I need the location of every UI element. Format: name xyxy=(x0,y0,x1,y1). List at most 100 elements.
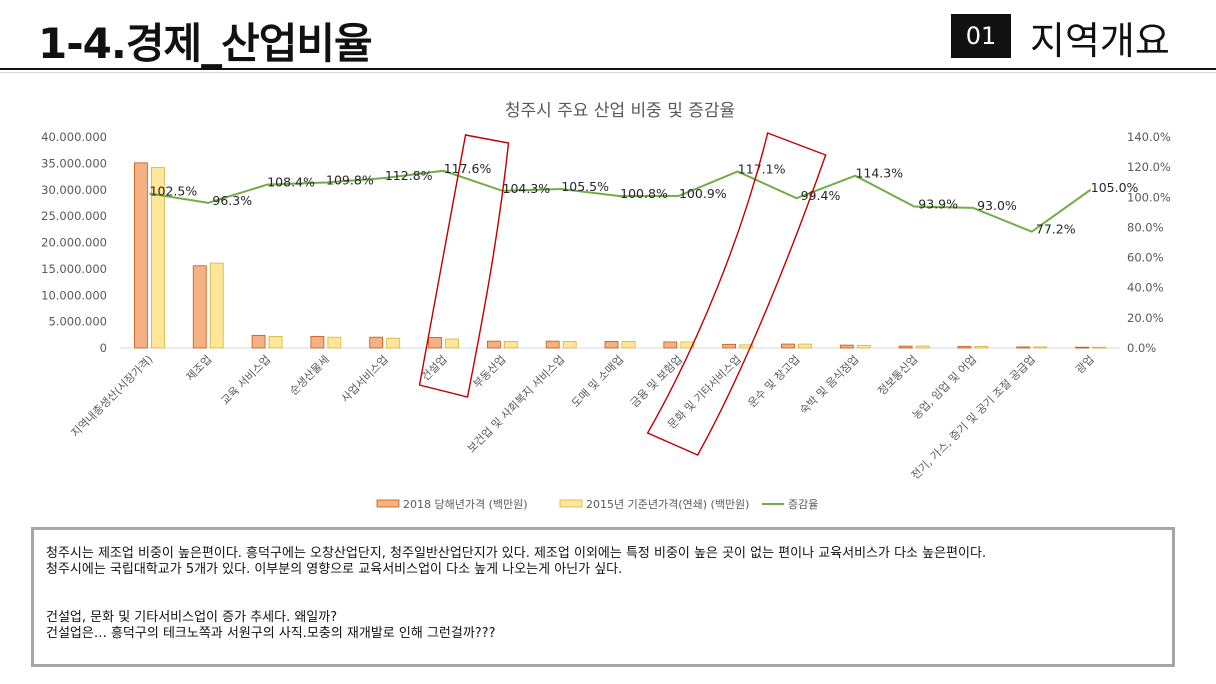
y-right-tick-label: 20.0% xyxy=(1127,311,1164,325)
x-category-label: 건설업 xyxy=(419,353,450,384)
x-category-label: 교육 서비스업 xyxy=(219,353,274,408)
growth-data-label: 108.4% xyxy=(267,175,315,190)
growth-rate-line xyxy=(149,169,1092,233)
y-right-tick-label: 100.0% xyxy=(1127,190,1171,204)
y-left-tick-label: 40.000.000 xyxy=(41,130,107,144)
x-category-label: 제조업 xyxy=(184,353,215,384)
bar-2015 xyxy=(445,338,459,349)
note-line: 건설업은… 흥덕구의 테크노쪽과 서원구의 사직.모충의 재개발로 인해 그런걸… xyxy=(46,626,496,641)
note-line: 청주시는 제조업 비중이 높은편이다. 흥덕구에는 오창산업단지, 청주일반산업… xyxy=(46,546,987,561)
y-left-tick-label: 0 xyxy=(100,341,107,355)
page-title: 1-4.경제_산업비율 xyxy=(38,19,373,68)
note-line: 청주시에는 국립대학교가 5개가 있다. 이부분의 영향으로 교육서비스업이 다… xyxy=(46,562,623,577)
y-left-tick-label: 20.000.000 xyxy=(41,236,107,250)
growth-data-label: 117.1% xyxy=(738,162,786,177)
bar-2015 xyxy=(327,336,342,349)
legend-label-2018: 2018 당해년가격 (백만원) xyxy=(403,497,528,511)
growth-data-label: 93.9% xyxy=(918,196,958,211)
bar-2015 xyxy=(1092,346,1106,349)
bar-2018 xyxy=(310,335,325,349)
y-left-tick-label: 15.000.000 xyxy=(41,262,107,276)
x-category-label: 보건업 및 사회복지 서비스업 xyxy=(465,353,567,455)
bar-2015 xyxy=(798,343,812,349)
chart-title: 청주시 주요 산업 비중 및 증감율 xyxy=(505,101,735,121)
bar-2018 xyxy=(898,345,913,349)
header-divider-shadow xyxy=(0,72,1216,73)
x-category-label: 지역내총생산(시장가격) xyxy=(69,353,156,440)
bar-2018 xyxy=(722,343,737,349)
bar-2015 xyxy=(680,341,695,349)
section-number-badge: 01 xyxy=(951,14,1011,58)
note-spacer xyxy=(46,578,1160,610)
y-left-tick-label: 5.000.000 xyxy=(48,315,107,329)
bar-2015 xyxy=(268,335,283,349)
bar-2018 xyxy=(1016,346,1031,349)
growth-data-label: 100.8% xyxy=(620,186,668,201)
x-category-label: 전기, 가스, 증기 및 공기 조절 공급업 xyxy=(909,353,1038,482)
growth-data-label: 102.5% xyxy=(150,184,198,199)
bar-2018 xyxy=(486,340,501,349)
bar-2015 xyxy=(856,345,871,349)
bar-2018 xyxy=(663,341,678,349)
growth-data-label: 114.3% xyxy=(855,166,903,181)
y-left-tick-label: 25.000.000 xyxy=(41,209,107,223)
y-right-tick-label: 0.0% xyxy=(1127,341,1156,355)
bar-2018 xyxy=(134,162,148,349)
x-category-label: 순생산물세 xyxy=(287,353,332,398)
bar-2015 xyxy=(915,345,930,349)
bar-2015 xyxy=(386,337,401,349)
x-category-label: 부동산업 xyxy=(471,353,509,391)
growth-data-label: 93.0% xyxy=(977,198,1017,213)
note-line: 건설업, 문화 및 기타서비스업이 증가 추세다. 왜일까? xyxy=(46,610,338,625)
bar-2015 xyxy=(621,341,636,349)
highlight-outline xyxy=(418,134,510,398)
highlight-outline xyxy=(646,132,827,456)
header-divider xyxy=(0,68,1216,70)
bar-2018 xyxy=(1075,346,1089,349)
y-right-tick-label: 60.0% xyxy=(1127,251,1164,265)
legend-label-2015: 2015년 기준년가격(연쇄) (백만원) xyxy=(586,498,749,511)
industry-share-chart: 청주시 주요 산업 비중 및 증감율 0 5.000.000 10.000.000 15… xyxy=(41,101,1171,511)
bar-2015 xyxy=(974,346,989,349)
bar-2018 xyxy=(545,340,560,349)
growth-data-label: 105.0% xyxy=(1091,180,1139,195)
bar-2015 xyxy=(739,344,754,349)
bar-2015 xyxy=(503,341,518,349)
bar-2018 xyxy=(369,336,384,349)
section-title: 지역개요 xyxy=(1030,19,1170,63)
bar-2015 xyxy=(562,341,577,349)
x-category-label: 운수 및 창고업 xyxy=(746,353,803,410)
x-category-label: 도매 및 소매업 xyxy=(569,353,626,410)
y-right-tick-label: 140.0% xyxy=(1127,130,1171,144)
growth-data-label: 117.6% xyxy=(444,161,492,176)
growth-data-label: 99.4% xyxy=(801,188,841,203)
bar-2018 xyxy=(604,341,619,349)
x-category-label: 정보통신업 xyxy=(875,353,920,398)
x-category-label: 사업서비스업 xyxy=(339,353,391,405)
growth-data-label: 100.9% xyxy=(679,186,727,201)
bar-2018 xyxy=(192,265,207,349)
y-left-tick-label: 35.000.000 xyxy=(41,156,107,170)
bar-2015 xyxy=(1033,346,1048,349)
bar-2018 xyxy=(957,346,972,349)
legend-swatch-2015 xyxy=(559,499,583,508)
bar-2018 xyxy=(839,344,854,349)
bar-2018 xyxy=(781,343,795,349)
bar-2018 xyxy=(428,337,442,349)
legend-swatch-2018 xyxy=(376,499,400,508)
y-left-tick-label: 30.000.000 xyxy=(41,183,107,197)
x-category-label: 숙박 및 음식점업 xyxy=(797,353,861,417)
growth-data-label: 96.3% xyxy=(212,193,252,208)
legend-label-growth: 증감율 xyxy=(788,498,818,511)
bar-2015 xyxy=(209,262,224,349)
y-right-tick-label: 80.0% xyxy=(1127,220,1164,234)
x-category-label: 광업 xyxy=(1073,353,1097,377)
y-right-tick-label: 120.0% xyxy=(1127,160,1171,174)
growth-data-label: 104.3% xyxy=(503,181,551,196)
x-category-label: 금융 및 보험업 xyxy=(628,353,685,410)
growth-data-label: 112.8% xyxy=(385,168,433,183)
notes-box: 청주시는 제조업 비중이 높은편이다. 흥덕구에는 오창산업단지, 청주일반산업… xyxy=(31,527,1175,667)
growth-data-label: 109.8% xyxy=(326,173,374,188)
y-left-tick-label: 10.000.000 xyxy=(41,288,107,302)
bar-2015 xyxy=(151,167,165,349)
